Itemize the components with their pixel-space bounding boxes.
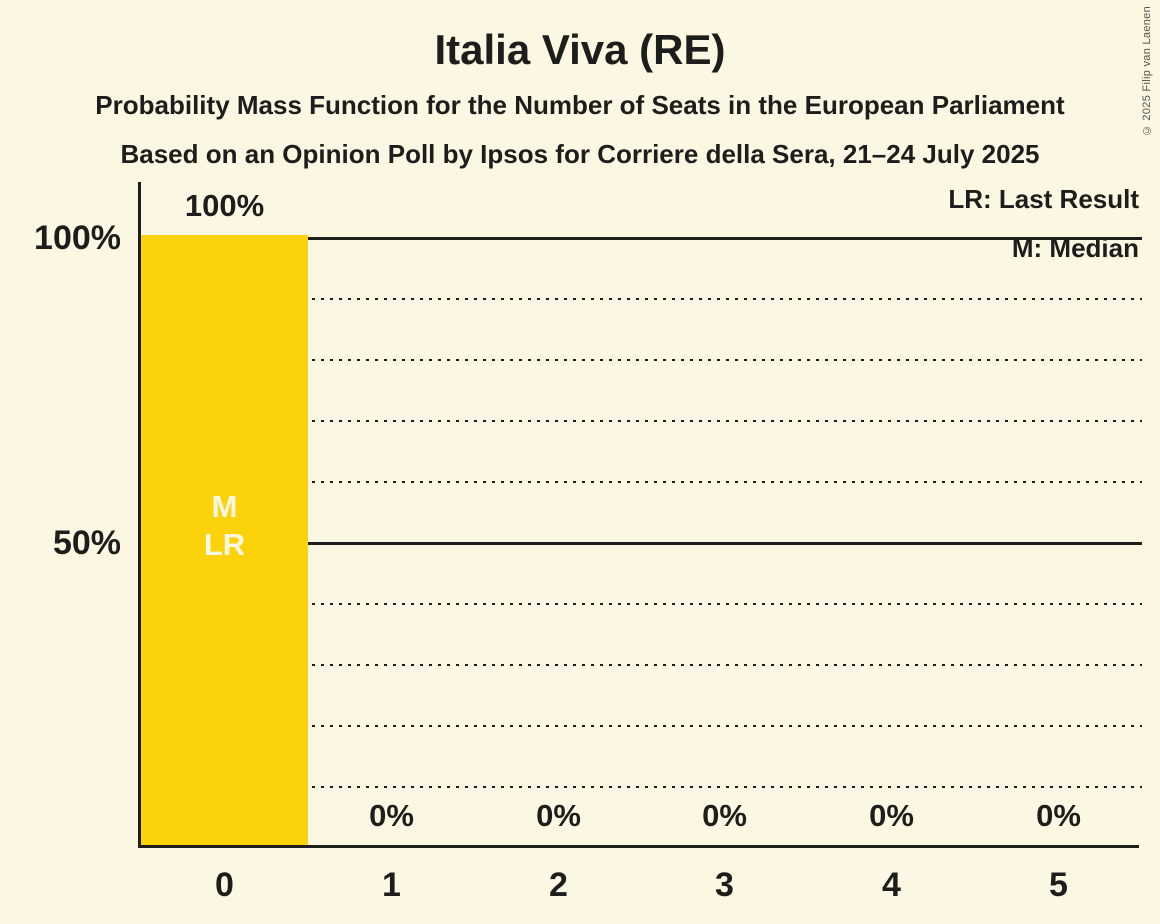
chart-source-line: Based on an Opinion Poll by Ipsos for Co…	[120, 139, 1040, 169]
legend-median: M: Median	[1011, 233, 1139, 263]
chart-subtitle: Probability Mass Function for the Number…	[95, 90, 1065, 120]
x-axis-label-5: 5	[1049, 866, 1068, 904]
x-axis-label-0: 0	[215, 866, 234, 904]
gridline-50pct-major	[141, 541, 1142, 545]
last-result-marker: LR	[203, 527, 246, 562]
value-label-4: 0%	[869, 798, 914, 833]
gridline-90pct	[141, 298, 1142, 300]
y-axis-label-50: 50%	[52, 524, 121, 562]
x-axis-label-3: 3	[715, 866, 734, 904]
x-axis-label-1: 1	[382, 866, 401, 904]
value-label-1: 0%	[369, 798, 414, 833]
value-label-5: 0%	[1036, 798, 1081, 833]
bar-0-seats: M LR	[141, 235, 308, 845]
y-axis-label-100: 100%	[34, 219, 121, 257]
gridline-10pct	[141, 786, 1142, 788]
gridline-40pct	[141, 603, 1142, 605]
median-marker: M	[211, 489, 238, 524]
x-axis-label-4: 4	[882, 866, 901, 904]
chart-title: Italia Viva (RE)	[434, 26, 726, 73]
gridline-60pct	[141, 481, 1142, 483]
gridline-20pct	[141, 725, 1142, 727]
bar-marker-block: M LR	[141, 488, 308, 564]
value-label-3: 0%	[702, 798, 747, 833]
gridline-100pct-major	[141, 236, 1142, 240]
x-axis-label-2: 2	[549, 866, 568, 904]
legend-last-result: LR: Last Result	[948, 184, 1139, 214]
plot-area: M LR 100% 0% 0% 0% 0% 0%	[138, 182, 1142, 848]
x-axis: 0 1 2 3 4 5	[141, 866, 1142, 914]
gridline-70pct	[141, 420, 1142, 422]
gridline-80pct	[141, 359, 1142, 361]
value-label-0: 100%	[184, 188, 265, 223]
gridline-30pct	[141, 664, 1142, 666]
value-label-2: 0%	[536, 798, 581, 833]
